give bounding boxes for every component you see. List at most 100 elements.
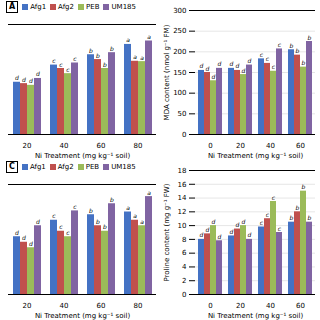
svg-text:a: a xyxy=(140,54,144,61)
svg-text:a: a xyxy=(133,53,137,60)
svg-text:d: d xyxy=(242,218,246,225)
svg-text:d: d xyxy=(22,234,26,241)
svg-text:b: b xyxy=(89,47,93,54)
svg-text:c: c xyxy=(260,219,264,226)
svg-text:60: 60 xyxy=(296,302,305,310)
svg-text:12: 12 xyxy=(178,208,187,216)
svg-text:a: a xyxy=(147,189,151,196)
svg-text:18: 18 xyxy=(178,167,187,175)
svg-text:16: 16 xyxy=(178,181,187,189)
svg-text:8: 8 xyxy=(182,236,186,244)
svg-text:c: c xyxy=(260,51,264,58)
svg-text:60: 60 xyxy=(97,142,106,150)
svg-text:a: a xyxy=(140,218,144,225)
svg-text:c: c xyxy=(52,57,56,64)
svg-text:40: 40 xyxy=(266,302,275,310)
svg-text:50: 50 xyxy=(178,110,187,118)
svg-text:d: d xyxy=(206,65,210,72)
svg-text:d: d xyxy=(22,76,26,83)
svg-text:c: c xyxy=(278,225,282,232)
svg-text:d: d xyxy=(248,57,252,64)
svg-text:20: 20 xyxy=(236,142,245,150)
svg-text:c: c xyxy=(272,63,276,70)
svg-text:d: d xyxy=(29,240,33,247)
svg-text:6: 6 xyxy=(182,249,187,257)
svg-text:Ni Treatment (mg kg⁻¹ soil): Ni Treatment (mg kg⁻¹ soil) xyxy=(208,312,304,320)
svg-text:c: c xyxy=(272,194,276,201)
svg-text:Proline content (mg g⁻¹ FW): Proline content (mg g⁻¹ FW) xyxy=(163,183,171,281)
svg-text:d: d xyxy=(36,70,40,77)
svg-text:b: b xyxy=(290,42,294,49)
svg-text:b: b xyxy=(308,214,312,221)
svg-text:a: a xyxy=(133,212,137,219)
svg-text:b: b xyxy=(96,52,100,59)
svg-text:c: c xyxy=(266,211,270,218)
svg-text:c: c xyxy=(66,66,70,73)
svg-text:d: d xyxy=(212,218,216,225)
svg-text:b: b xyxy=(89,207,93,214)
svg-text:60: 60 xyxy=(97,302,106,310)
svg-text:20: 20 xyxy=(236,302,245,310)
svg-text:0: 0 xyxy=(208,302,212,310)
svg-text:b: b xyxy=(302,183,306,190)
svg-text:80: 80 xyxy=(134,142,143,150)
svg-text:0: 0 xyxy=(208,142,212,150)
svg-text:d: d xyxy=(29,77,33,84)
svg-text:b: b xyxy=(302,59,306,66)
svg-text:b: b xyxy=(296,204,300,211)
svg-text:c: c xyxy=(266,55,270,62)
svg-text:b: b xyxy=(290,214,294,221)
svg-text:d: d xyxy=(230,228,234,235)
svg-text:Ni Treatment (mg kg⁻¹ soil): Ni Treatment (mg kg⁻¹ soil) xyxy=(35,312,131,320)
svg-text:d: d xyxy=(242,67,246,74)
svg-text:b: b xyxy=(308,34,312,41)
svg-text:14: 14 xyxy=(178,194,187,202)
svg-text:Ni Treatment (mg kg⁻¹ soil): Ni Treatment (mg kg⁻¹ soil) xyxy=(208,152,304,160)
svg-text:c: c xyxy=(73,55,77,62)
svg-text:d: d xyxy=(200,231,204,238)
svg-text:Ni Treatment (mg kg⁻¹ soil): Ni Treatment (mg kg⁻¹ soil) xyxy=(35,152,131,160)
svg-text:4: 4 xyxy=(182,263,187,271)
svg-text:10: 10 xyxy=(178,222,187,230)
svg-text:d: d xyxy=(236,221,240,228)
svg-text:d: d xyxy=(248,231,252,238)
svg-text:d: d xyxy=(230,60,234,67)
svg-text:b: b xyxy=(296,47,300,54)
svg-text:d: d xyxy=(206,226,210,233)
svg-text:0: 0 xyxy=(182,131,186,139)
svg-text:20: 20 xyxy=(23,302,32,310)
svg-text:300: 300 xyxy=(173,7,186,15)
svg-text:40: 40 xyxy=(60,302,69,310)
svg-text:b: b xyxy=(110,45,114,52)
svg-text:d: d xyxy=(15,74,19,81)
svg-text:d: d xyxy=(236,62,240,69)
svg-text:40: 40 xyxy=(266,142,275,150)
svg-text:100: 100 xyxy=(173,89,186,97)
svg-text:d: d xyxy=(212,73,216,80)
svg-text:80: 80 xyxy=(134,302,143,310)
svg-text:2: 2 xyxy=(182,277,186,285)
svg-text:a: a xyxy=(147,33,151,40)
svg-text:150: 150 xyxy=(173,69,186,77)
svg-text:c: c xyxy=(59,61,63,68)
svg-text:0: 0 xyxy=(182,291,186,299)
svg-text:a: a xyxy=(126,36,130,43)
svg-text:60: 60 xyxy=(296,142,305,150)
svg-text:d: d xyxy=(200,62,204,69)
svg-text:a: a xyxy=(126,204,130,211)
svg-text:d: d xyxy=(218,60,222,67)
svg-text:c: c xyxy=(73,203,77,210)
svg-text:c: c xyxy=(66,229,70,236)
svg-text:b: b xyxy=(96,218,100,225)
svg-text:b: b xyxy=(103,61,107,68)
svg-text:d: d xyxy=(15,229,19,236)
svg-text:200: 200 xyxy=(173,48,186,56)
svg-text:d: d xyxy=(218,233,222,240)
svg-text:d: d xyxy=(36,218,40,225)
svg-text:250: 250 xyxy=(173,27,186,35)
svg-text:c: c xyxy=(278,41,282,48)
svg-text:c: c xyxy=(59,223,63,230)
svg-text:20: 20 xyxy=(23,142,32,150)
svg-text:b: b xyxy=(110,196,114,203)
svg-text:b: b xyxy=(103,223,107,230)
